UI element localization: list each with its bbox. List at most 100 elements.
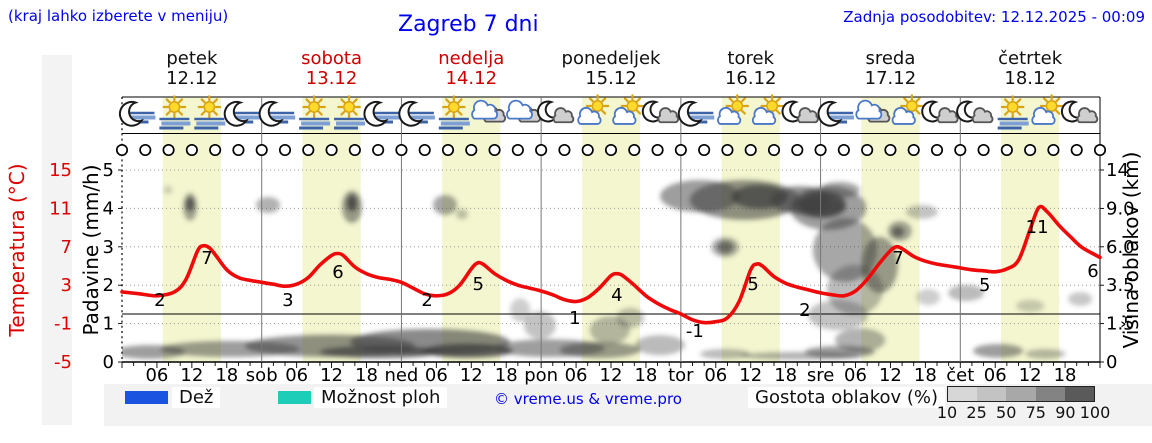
- showers-legend-label: Možnost ploh: [314, 387, 448, 408]
- daylight-band: [721, 97, 780, 362]
- cloud-blob: [346, 194, 357, 212]
- temp-tick-label: -5: [54, 352, 72, 373]
- time-tick-label: 18: [495, 365, 518, 386]
- day-date: 16.12: [724, 68, 777, 89]
- cloud-blob: [797, 191, 846, 218]
- density-scale-segment: [1035, 387, 1065, 401]
- moon-phase-dot: [814, 143, 827, 157]
- weather-icon-cloudy: [506, 99, 541, 123]
- cloud-height-tick-label: 6.0: [1106, 237, 1135, 258]
- moon-phase-dot: [604, 143, 618, 157]
- temperature-label: 2: [421, 290, 432, 311]
- day-name: sobota: [301, 48, 363, 69]
- credit-link[interactable]: © vreme.us & vreme.pro: [494, 390, 682, 408]
- moon-phase-dot: [1047, 143, 1060, 157]
- location-menu-hint[interactable]: (kraj lahko izberete v meniju): [8, 7, 229, 25]
- cloud-blob: [973, 343, 1024, 358]
- moon-phase-dot: [209, 143, 222, 157]
- weather-icon-sun-fog: [438, 95, 470, 130]
- day-name: torek: [727, 48, 774, 69]
- time-tick-label: 18: [914, 365, 937, 386]
- cloud-density-layer: [122, 179, 1093, 360]
- time-tick-label: 12: [180, 365, 203, 386]
- moon-phase-dot: [791, 143, 804, 157]
- day-abbrev-label: tor: [668, 365, 694, 386]
- moon-phase-dot: [488, 143, 501, 157]
- day-name: sreda: [865, 48, 916, 69]
- weather-icon-sun-cloud: [1031, 94, 1064, 125]
- temp-tick-label: 11: [49, 198, 72, 219]
- temperature-label: 11: [1026, 217, 1049, 238]
- weather-icon-sun-cloud: [891, 94, 924, 125]
- cloud-blob: [716, 241, 734, 254]
- day-date: 18.12: [1004, 68, 1056, 89]
- weather-icon-cloudy: [855, 99, 891, 123]
- weather-icon-sun-cloud: [612, 94, 645, 125]
- moon-phase-dot: [302, 143, 315, 157]
- time-tick-label: 12: [1019, 365, 1042, 386]
- moon-phase-dot: [698, 143, 711, 157]
- weather-icon-sun-fog: [159, 95, 191, 130]
- moon-phase-dot: [861, 143, 874, 157]
- precip-tick-label: 1: [103, 314, 114, 335]
- time-tick-label: 18: [634, 365, 657, 386]
- day-abbrev-label: sob: [246, 365, 278, 386]
- weather-icon-sun-fog: [194, 95, 226, 130]
- time-tick-label: 12: [600, 365, 623, 386]
- weather-icon-moon-fog: [223, 100, 261, 127]
- moon-phase-dot: [255, 143, 268, 157]
- day-header: nedelja 14.12: [401, 49, 541, 89]
- moon-phase-dot: [767, 143, 781, 157]
- weather-icon-cloudy: [471, 99, 507, 123]
- cloud-blob: [916, 289, 941, 306]
- daylight-band: [162, 97, 221, 362]
- moon-phase-dot: [1000, 143, 1013, 157]
- temp-axis-title: Temperatura (°C): [5, 163, 29, 337]
- moon-phase-dot: [348, 143, 361, 157]
- last-update-timestamp: Zadnja posodobitev: 12.12.2025 - 00:09: [843, 8, 1145, 26]
- day-abbrev-label: pon: [524, 365, 558, 386]
- moon-phase-dot: [278, 143, 292, 157]
- precip-tick-label: 2: [103, 275, 114, 296]
- time-tick-label: 12: [320, 365, 343, 386]
- density-scale-tick: 10: [936, 403, 958, 422]
- day-abbrev-label: sre: [807, 365, 834, 386]
- density-scale-tick: 50: [996, 403, 1017, 422]
- day-header: petek 12.12: [122, 49, 262, 89]
- showers-legend-swatch: [278, 391, 311, 404]
- moon-phase-dot: [511, 143, 524, 157]
- cloud-blob: [456, 209, 468, 220]
- axis-ticks: [118, 169, 1104, 368]
- cloud-blob: [1068, 292, 1093, 306]
- moon-phase-dot: [930, 143, 944, 157]
- density-scale-tick: 75: [1025, 403, 1046, 422]
- moon-phase-dot: [744, 143, 757, 157]
- time-tick-label: 06: [145, 365, 168, 386]
- density-scale-tick: 100: [1079, 403, 1111, 422]
- weather-icon-moon-cloud: [781, 100, 819, 124]
- temp-tick-label: 15: [49, 160, 72, 181]
- moon-phase-dot: [651, 143, 664, 157]
- weather-icon-moon-cloud: [537, 100, 575, 124]
- day-abbrev-label: čet: [946, 365, 974, 386]
- weather-icon-sun-fog: [997, 95, 1029, 130]
- time-tick-label: 12: [739, 365, 762, 386]
- day-name: petek: [166, 48, 218, 69]
- cloud-height-tick-label: 0: [1106, 352, 1117, 373]
- weather-icon-moon-cloud: [956, 100, 994, 124]
- rain-legend-swatch: [125, 391, 168, 404]
- moon-phase-dot: [628, 143, 641, 157]
- cloud-blob: [422, 343, 513, 358]
- moon-phase-dot: [884, 143, 897, 157]
- day-name: četrtek: [998, 48, 1063, 69]
- moon-phase-dot: [418, 143, 431, 157]
- day-date: 13.12: [305, 68, 358, 89]
- density-scale-segment: [1064, 387, 1095, 401]
- precip-axis-title: Padavine (mm/h): [79, 164, 103, 335]
- moon-phase-dot: [721, 143, 734, 157]
- moon-phase-dot: [465, 143, 478, 157]
- day-header: sreda 17.12: [820, 49, 960, 89]
- time-tick-label: 06: [984, 365, 1007, 386]
